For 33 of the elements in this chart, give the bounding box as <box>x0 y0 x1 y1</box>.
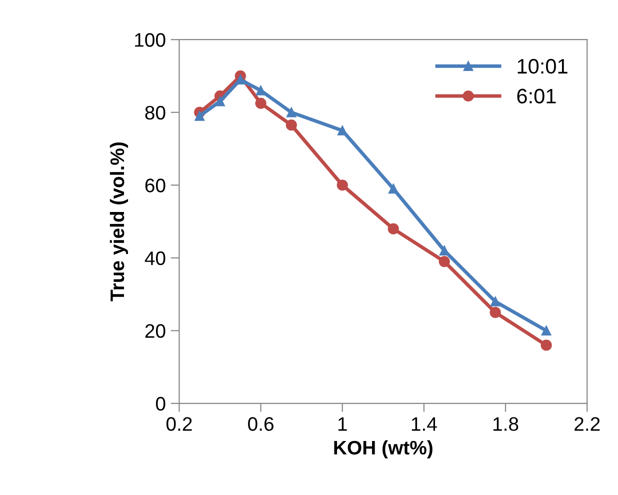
point <box>540 340 552 351</box>
y-tick-label: 20 <box>145 324 166 338</box>
point <box>286 108 296 118</box>
point <box>490 296 500 306</box>
point <box>388 223 399 234</box>
y-tick-label: 100 <box>135 33 166 47</box>
x-tick-label: 2.2 <box>574 417 600 431</box>
legend-label: 10:01 <box>518 58 568 74</box>
point <box>215 96 225 106</box>
point <box>194 111 204 121</box>
legend-label: 6:01 <box>517 88 556 104</box>
x-tick-label: 1 <box>338 417 347 431</box>
x-tick-label: 0.6 <box>248 417 274 431</box>
point <box>338 126 348 136</box>
point <box>256 86 266 96</box>
point <box>439 246 450 256</box>
point <box>490 306 501 318</box>
x-tick-label: 0.2 <box>166 417 192 431</box>
point <box>438 256 450 268</box>
y-tick-label: 40 <box>144 251 166 266</box>
point <box>286 120 297 131</box>
point <box>255 98 266 109</box>
point <box>388 184 398 194</box>
x-axis-title: KOH (wt%) <box>334 440 432 458</box>
y-tick-label: 80 <box>145 106 166 120</box>
y-axis-title: True yield (vol.%) <box>110 142 128 302</box>
point <box>541 326 552 336</box>
point <box>336 180 348 191</box>
x-tick-label: 1.4 <box>412 417 437 431</box>
point <box>236 74 246 84</box>
y-tick-label: 0 <box>156 396 166 411</box>
x-tick-label: 1.8 <box>493 417 518 431</box>
y-tick-label: 60 <box>145 178 166 192</box>
